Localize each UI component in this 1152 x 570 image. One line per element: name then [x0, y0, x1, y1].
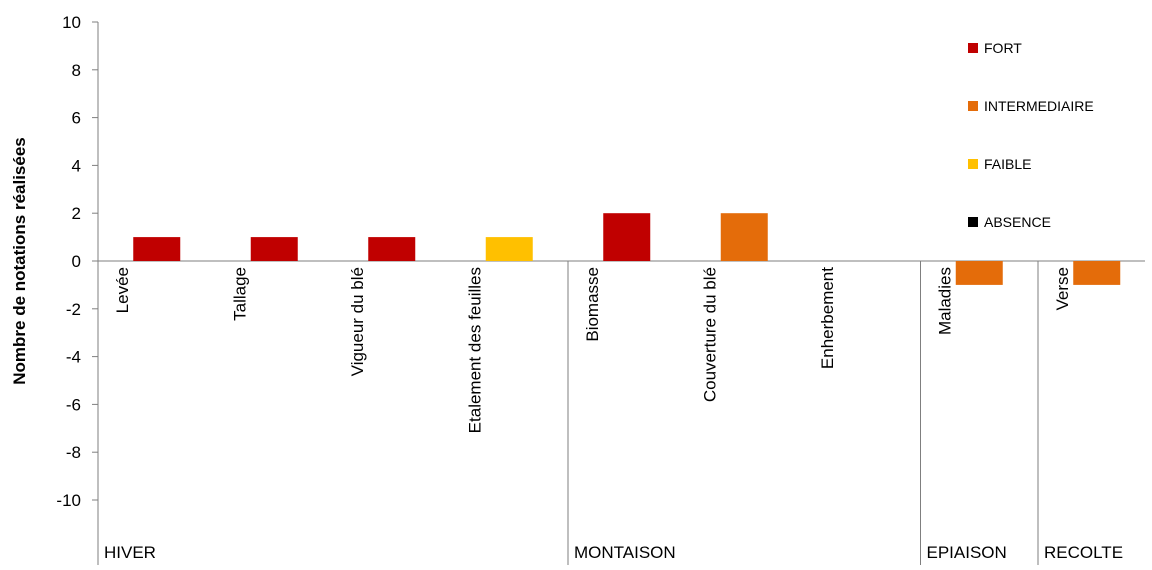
legend-swatch — [968, 101, 978, 111]
category-label: Etalement des feuilles — [466, 267, 485, 433]
legend-label: FAIBLE — [984, 156, 1031, 172]
y-tick-label: 2 — [72, 204, 81, 223]
legend-label: INTERMEDIAIRE — [984, 98, 1094, 114]
category-label: Maladies — [936, 267, 955, 335]
category-label: Enherbement — [818, 267, 837, 369]
bar-1 — [133, 237, 181, 261]
category-label: Biomasse — [583, 267, 602, 342]
bar-9 — [1073, 261, 1121, 285]
bar-2 — [250, 237, 298, 261]
y-tick-label: -4 — [66, 348, 81, 367]
bar-5 — [603, 213, 651, 261]
y-tick-label: 6 — [72, 109, 81, 128]
group-label: EPIAISON — [927, 543, 1007, 562]
group-label: RECOLTE — [1044, 543, 1123, 562]
bar-4 — [485, 237, 533, 261]
bar-3 — [368, 237, 416, 261]
y-tick-label: 8 — [72, 61, 81, 80]
y-axis-title: Nombre de notations réalisées — [10, 137, 29, 385]
category-label: Tallage — [231, 267, 250, 321]
group-label: MONTAISON — [574, 543, 676, 562]
group-labels: HIVER MONTAISON EPIAISON RECOLTE — [104, 261, 1123, 565]
bar-6 — [720, 213, 768, 261]
y-tick-label: -10 — [56, 491, 81, 510]
legend: FORT INTERMEDIAIRE FAIBLE ABSENCE — [968, 40, 1094, 230]
category-label: Couverture du blé — [701, 267, 720, 402]
bar-8 — [955, 261, 1003, 285]
legend-swatch — [968, 217, 978, 227]
legend-label: ABSENCE — [984, 214, 1051, 230]
legend-swatch — [968, 159, 978, 169]
legend-label: FORT — [984, 40, 1022, 56]
bars — [133, 213, 1121, 285]
y-tick-label: -6 — [66, 395, 81, 414]
y-tick-label: 0 — [72, 252, 81, 271]
category-labels: Levée Tallage Vigueur du blé Etalement des … — [113, 267, 1072, 434]
category-label: Verse — [1053, 267, 1072, 310]
category-label: Vigueur du blé — [348, 267, 367, 376]
legend-swatch — [968, 43, 978, 53]
y-tick-label: -8 — [66, 443, 81, 462]
y-tick-label: 4 — [72, 156, 81, 175]
y-tick-label: -2 — [66, 300, 81, 319]
category-label: Levée — [113, 267, 132, 313]
y-tick-label: 10 — [62, 13, 81, 32]
group-label: HIVER — [104, 543, 156, 562]
